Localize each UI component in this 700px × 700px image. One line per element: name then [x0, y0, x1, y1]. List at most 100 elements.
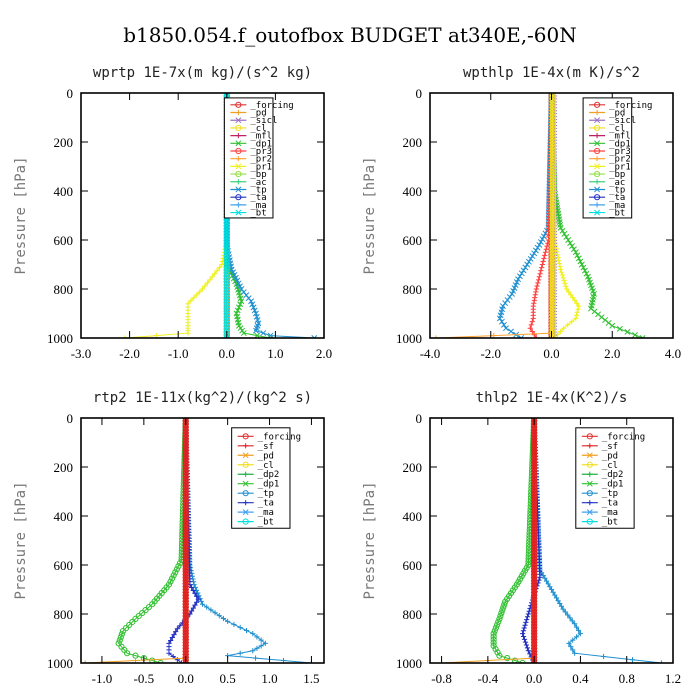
- series-marker_tp: [204, 604, 210, 610]
- legend-marker: [242, 480, 249, 487]
- series-marker_dp1: [491, 627, 498, 634]
- series-marker_tp: [575, 627, 582, 633]
- legend-label: _cl: [602, 461, 618, 471]
- series-marker_dp1: [561, 230, 568, 237]
- series-marker_dp1: [240, 330, 247, 337]
- series-marker_dp1: [581, 267, 588, 274]
- series-marker_cl: [549, 240, 557, 247]
- legend-marker: [594, 109, 600, 116]
- series-marker_cl: [549, 210, 557, 218]
- y-tick-label: 800: [403, 282, 423, 297]
- series-marker_tp: [500, 321, 507, 328]
- series-marker_pr3: [537, 271, 543, 277]
- series-marker_cl: [549, 258, 557, 265]
- y-tick-label: 0: [416, 411, 423, 426]
- series-marker_pr1: [220, 255, 226, 261]
- series-marker_tp: [566, 640, 572, 646]
- series-marker_dp1: [235, 304, 242, 311]
- series-marker_pr1: [207, 277, 213, 283]
- series-marker_ta: [520, 633, 527, 640]
- series-marker_cl: [549, 122, 557, 129]
- series-marker_pr1: [559, 272, 565, 278]
- series-marker_tp: [572, 650, 578, 656]
- series-marker_tp: [520, 267, 527, 274]
- series-marker_dp1: [490, 636, 497, 643]
- series-marker_cl: [549, 151, 557, 159]
- series-marker_dp1: [574, 252, 581, 259]
- series-marker_tp: [250, 304, 257, 311]
- series-marker_ta: [522, 622, 528, 628]
- y-tick-label: 800: [54, 282, 74, 297]
- series-marker_tp: [248, 298, 255, 305]
- series-marker_cl: [549, 231, 557, 238]
- legend-label: _dp1: [602, 480, 624, 490]
- series-marker_pr1: [572, 297, 578, 304]
- series-marker_cl: [549, 287, 557, 294]
- series-marker_tp: [542, 230, 549, 237]
- legend-marker: [594, 202, 600, 208]
- series-group: [122, 93, 318, 338]
- series-marker_dp1: [497, 612, 504, 620]
- legend-label: _sf: [258, 442, 274, 452]
- y-tick-label: 800: [403, 607, 423, 622]
- legend-marker: [593, 170, 601, 178]
- legend-marker: [235, 170, 242, 178]
- series-marker_dp1: [234, 307, 241, 314]
- series-marker_tp: [555, 598, 561, 604]
- series-marker_pr3: [542, 249, 549, 255]
- series-marker_tp: [496, 315, 503, 322]
- series-marker_ta: [525, 648, 531, 654]
- y-tick-label: 200: [403, 135, 423, 150]
- series-marker_tp: [220, 615, 227, 622]
- series-marker_dp1: [496, 615, 503, 623]
- series-marker_dp1: [502, 598, 509, 605]
- series-marker_pr1: [216, 264, 223, 271]
- legend-marker: [593, 194, 601, 201]
- series-marker_tp: [231, 621, 237, 628]
- series-marker_cl: [549, 261, 557, 268]
- y-tick-label: 400: [54, 509, 74, 524]
- series-marker_cl: [549, 154, 557, 162]
- legend-label: _pr3: [250, 147, 272, 157]
- series-marker_cl: [549, 145, 557, 153]
- series-marker_bt: [223, 231, 230, 238]
- legend-label: _ma: [609, 201, 625, 211]
- series-marker_ta: [519, 631, 526, 637]
- legend-label: _mfl: [609, 132, 631, 142]
- series-marker_bt: [223, 272, 230, 280]
- series-marker_ta: [190, 587, 196, 594]
- series-marker_tp: [234, 277, 241, 284]
- series-line_pd: [441, 418, 535, 663]
- series-marker_cl: [549, 222, 557, 229]
- legend-label: _sf: [602, 442, 618, 452]
- series-marker_cl: [549, 284, 557, 291]
- series-marker_pr1: [569, 319, 575, 325]
- series-marker_cl: [549, 255, 557, 262]
- series-marker_pr3: [533, 289, 539, 295]
- series-marker_tp: [502, 300, 509, 307]
- x-tick-label: -0.5: [134, 671, 155, 686]
- series-marker_tp: [198, 598, 204, 604]
- series-marker_dp1: [639, 335, 646, 338]
- series-group: [433, 93, 646, 338]
- series-marker_tp: [508, 328, 514, 335]
- series-marker_bt: [223, 258, 230, 265]
- series-marker_tp: [260, 330, 267, 337]
- series-marker_cl: [549, 305, 557, 312]
- series-marker_pr1: [560, 275, 566, 281]
- series-marker_tp: [258, 643, 264, 649]
- series-marker_pr1: [122, 335, 128, 338]
- series-marker_tp: [262, 640, 268, 646]
- series-marker_ta: [526, 608, 532, 614]
- series-marker_cl: [549, 326, 557, 333]
- series-marker_cl: [549, 317, 557, 324]
- series-marker_dp1: [569, 243, 575, 250]
- series-marker_dp1: [580, 264, 587, 271]
- legend-marker: [242, 461, 249, 468]
- series-marker_dp1: [570, 246, 577, 253]
- series-marker_cl: [549, 187, 557, 194]
- series-marker_cl: [549, 163, 557, 170]
- series-marker_tp: [569, 618, 575, 624]
- series-marker_bt: [223, 296, 230, 303]
- series-marker_cl: [549, 243, 557, 250]
